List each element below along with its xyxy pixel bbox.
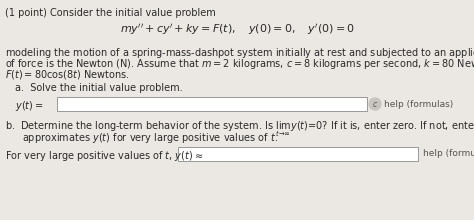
Text: $y(t) =$: $y(t) =$ (15, 99, 44, 113)
Text: help (formulas): help (formulas) (423, 149, 474, 158)
Text: help (formulas): help (formulas) (384, 100, 453, 109)
Text: c: c (373, 100, 377, 109)
FancyBboxPatch shape (57, 97, 367, 111)
Text: For very large positive values of $t$, $y(t) \approx$: For very large positive values of $t$, $… (5, 149, 203, 163)
Text: a.  Solve the initial value problem.: a. Solve the initial value problem. (15, 83, 182, 93)
FancyBboxPatch shape (178, 147, 418, 161)
Text: modeling the motion of a spring-mass-dashpot system initially at rest and subjec: modeling the motion of a spring-mass-das… (5, 46, 474, 60)
Circle shape (369, 98, 381, 110)
Text: approximates $y(t)$ for very large positive values of $t$.: approximates $y(t)$ for very large posit… (22, 131, 278, 145)
Text: $my'' + cy' + ky = F(t), \quad y(0) = 0, \quad y'(0) = 0$: $my'' + cy' + ky = F(t), \quad y(0) = 0,… (119, 22, 355, 37)
Text: of force is the Newton (N). Assume that $m = 2$ kilograms, $c = 8$ kilograms per: of force is the Newton (N). Assume that … (5, 57, 474, 71)
Text: (1 point) Consider the initial value problem: (1 point) Consider the initial value pro… (5, 8, 216, 18)
Text: $F(t) = 80\cos(8t)$ Newtons.: $F(t) = 80\cos(8t)$ Newtons. (5, 68, 130, 81)
Text: b.  Determine the long-term behavior of the system. Is $\lim_{t\to\infty} y(t) =: b. Determine the long-term behavior of t… (5, 120, 474, 139)
